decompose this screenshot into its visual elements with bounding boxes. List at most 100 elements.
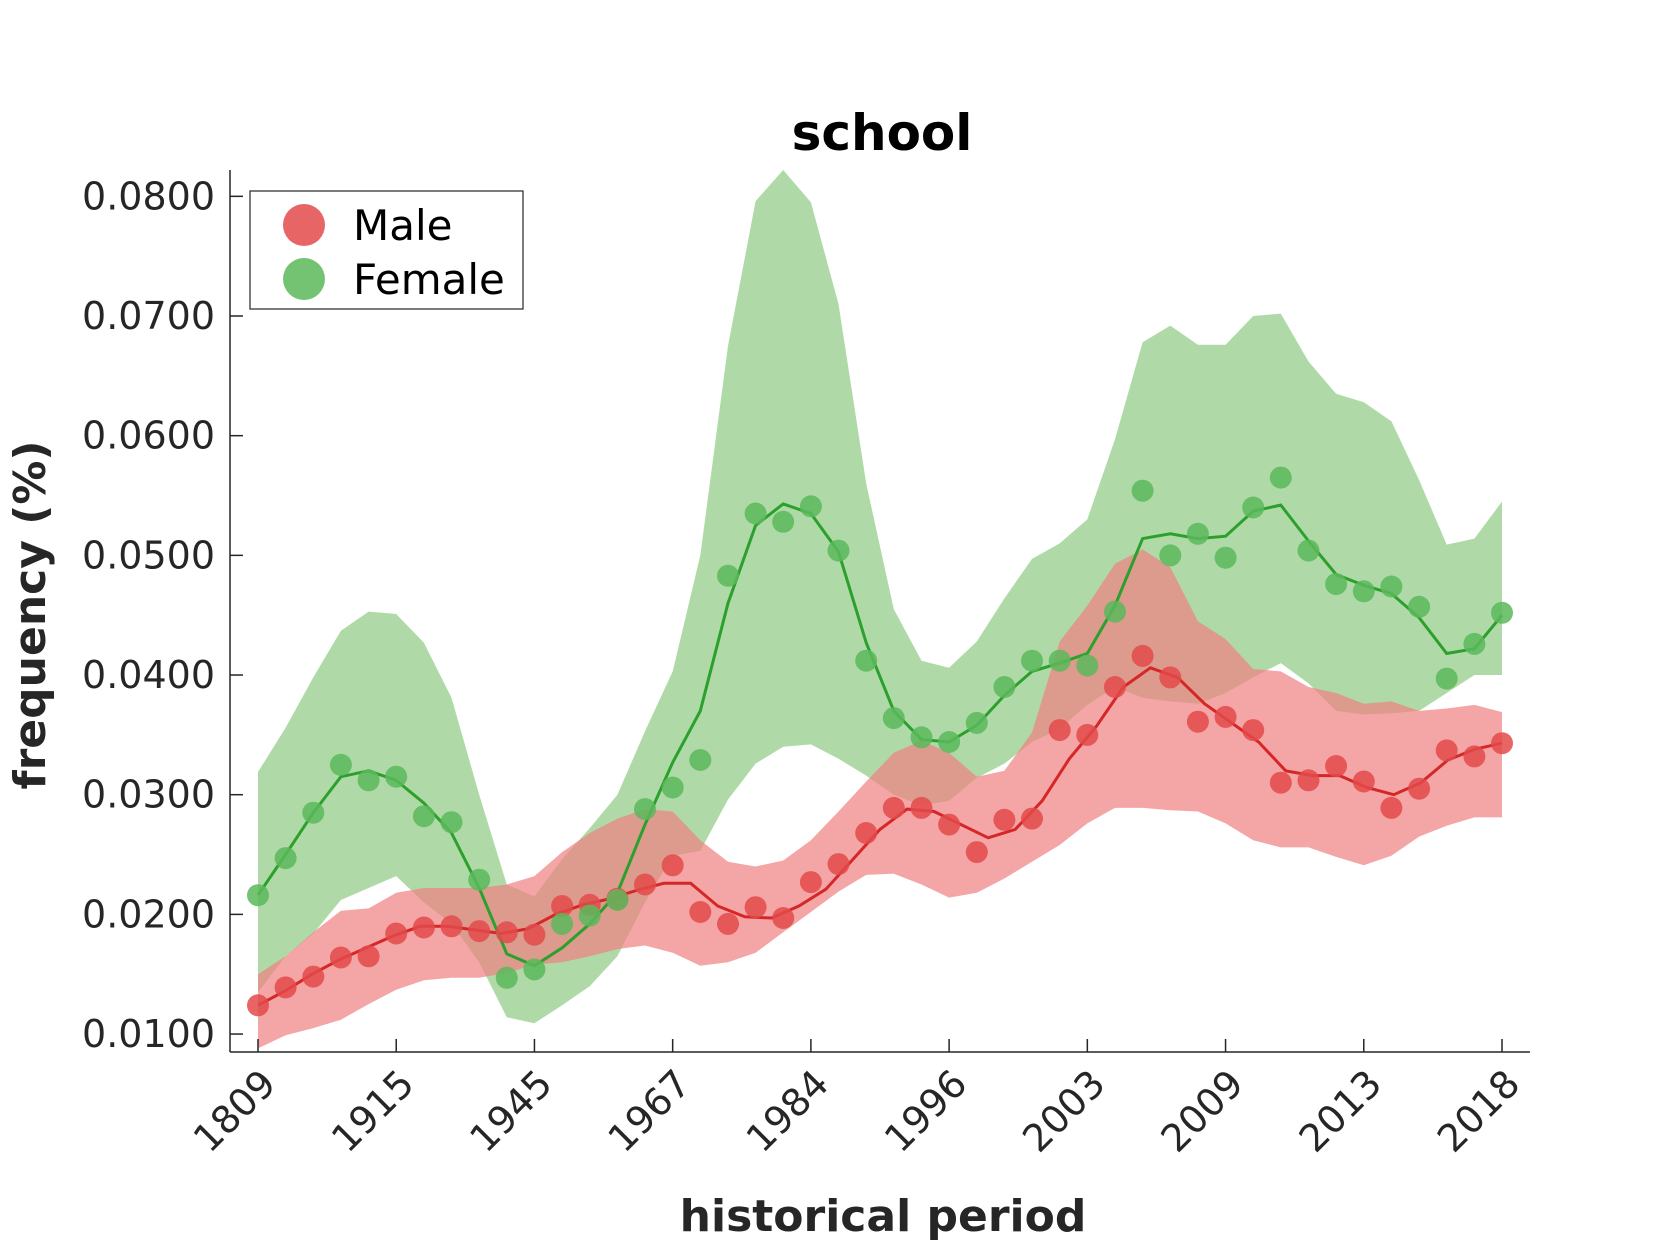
- male-data-point: [1214, 705, 1237, 728]
- female-data-point: [1297, 539, 1320, 562]
- male-data-point: [274, 976, 297, 999]
- male-data-point: [1352, 770, 1375, 793]
- male-data-point: [827, 853, 850, 876]
- female-data-point: [772, 510, 795, 533]
- female-data-point: [1352, 580, 1375, 603]
- male-data-point: [357, 945, 380, 968]
- female-data-point: [302, 801, 325, 824]
- female-data-point: [965, 711, 988, 734]
- female-data-point: [1021, 649, 1043, 672]
- y-tick-label: 0.0400: [82, 653, 215, 697]
- male-data-point: [1131, 644, 1154, 667]
- y-tick-label: 0.0700: [82, 294, 215, 338]
- female-data-point: [882, 707, 905, 730]
- female-data-point: [1380, 575, 1403, 598]
- male-data-point: [717, 912, 739, 935]
- female-data-point: [329, 753, 352, 776]
- female-data-point: [689, 749, 712, 771]
- legend-label-female: Female: [353, 255, 505, 304]
- female-confidence-band: [258, 170, 1502, 1024]
- female-data-point: [412, 805, 435, 828]
- female-data-point: [1214, 546, 1237, 569]
- male-data-point: [329, 946, 352, 969]
- female-data-point: [993, 676, 1016, 698]
- male-data-point: [799, 871, 822, 894]
- male-data-point: [1076, 723, 1099, 746]
- male-data-point: [1104, 676, 1126, 698]
- x-tick-label: 2009: [1152, 1061, 1252, 1161]
- male-data-point: [495, 921, 518, 944]
- male-data-point: [523, 923, 546, 946]
- male-data-point: [440, 915, 463, 938]
- female-data-point: [385, 765, 408, 788]
- legend: Male Female: [249, 190, 524, 310]
- male-data-point: [1408, 777, 1431, 800]
- male-data-point: [1435, 739, 1458, 762]
- y-tick-label: 0.0800: [82, 174, 215, 218]
- female-data-point: [551, 912, 574, 935]
- male-data-point: [910, 796, 933, 819]
- x-tick-label: 2013: [1291, 1061, 1391, 1161]
- x-tick-label: 1809: [185, 1061, 285, 1161]
- female-data-point: [357, 769, 380, 792]
- male-data-point: [302, 965, 325, 988]
- y-tick-label: 0.0100: [82, 1012, 215, 1056]
- female-data-point: [1104, 600, 1126, 623]
- female-data-point: [440, 811, 463, 834]
- y-tick-label: 0.0600: [82, 414, 215, 458]
- male-data-point: [551, 895, 574, 917]
- x-tick-label: 2003: [1014, 1061, 1114, 1161]
- x-tick-label: 1967: [600, 1061, 700, 1161]
- series-lines: [256, 502, 1504, 1007]
- male-data-point: [772, 907, 795, 929]
- y-tick-label: 0.0500: [82, 533, 215, 577]
- female-data-point: [799, 495, 822, 518]
- male-data-point: [744, 896, 767, 919]
- male-data-point: [993, 808, 1016, 831]
- female-data-point: [606, 889, 629, 911]
- y-tick-label: 0.0300: [82, 773, 215, 817]
- female-data-point: [1269, 466, 1292, 489]
- male-data-point: [247, 994, 269, 1017]
- male-data-point: [855, 822, 878, 844]
- male-data-point: [1159, 666, 1182, 689]
- legend-marker-female: [283, 258, 325, 300]
- male-data-point: [938, 813, 961, 836]
- female-data-point: [1048, 649, 1071, 672]
- female-data-point: [523, 958, 546, 981]
- female-data-point: [578, 904, 601, 927]
- female-data-point: [1435, 667, 1458, 690]
- female-data-point: [1463, 632, 1486, 655]
- chart-title: school: [792, 104, 973, 162]
- x-tick-label: 1996: [876, 1061, 976, 1161]
- male-data-point: [882, 796, 905, 819]
- female-data-point: [1491, 601, 1513, 624]
- x-tick-label: 1945: [461, 1061, 561, 1161]
- female-data-point: [910, 726, 933, 749]
- female-data-point: [855, 649, 878, 672]
- male-data-point: [1186, 710, 1209, 733]
- female-data-point: [938, 731, 961, 753]
- male-data-point: [965, 841, 988, 864]
- male-data-point: [1021, 807, 1043, 830]
- female-trend-line: [256, 502, 1504, 968]
- female-data-point: [274, 847, 297, 870]
- female-data-point: [744, 502, 767, 525]
- male-data-point: [1463, 745, 1486, 768]
- y-tick-label: 0.0200: [82, 892, 215, 936]
- legend-marker-male: [283, 204, 325, 246]
- female-data-point: [1408, 595, 1431, 618]
- female-data-point: [1076, 654, 1099, 677]
- y-axis-ticks: 0.0100 0.0200 0.0300 0.0400 0.0500 0.0600 0.07…: [82, 174, 243, 1056]
- male-data-point: [634, 873, 656, 896]
- x-tick-label: 2018: [1429, 1061, 1529, 1161]
- male-data-point: [689, 901, 712, 923]
- male-data-point: [661, 854, 684, 877]
- male-trend-line: [257, 666, 1503, 1007]
- female-data-point: [661, 776, 684, 799]
- female-data-point: [1242, 496, 1265, 519]
- female-data-point: [1186, 522, 1209, 545]
- female-data-point: [468, 868, 491, 891]
- female-data-point: [247, 884, 269, 907]
